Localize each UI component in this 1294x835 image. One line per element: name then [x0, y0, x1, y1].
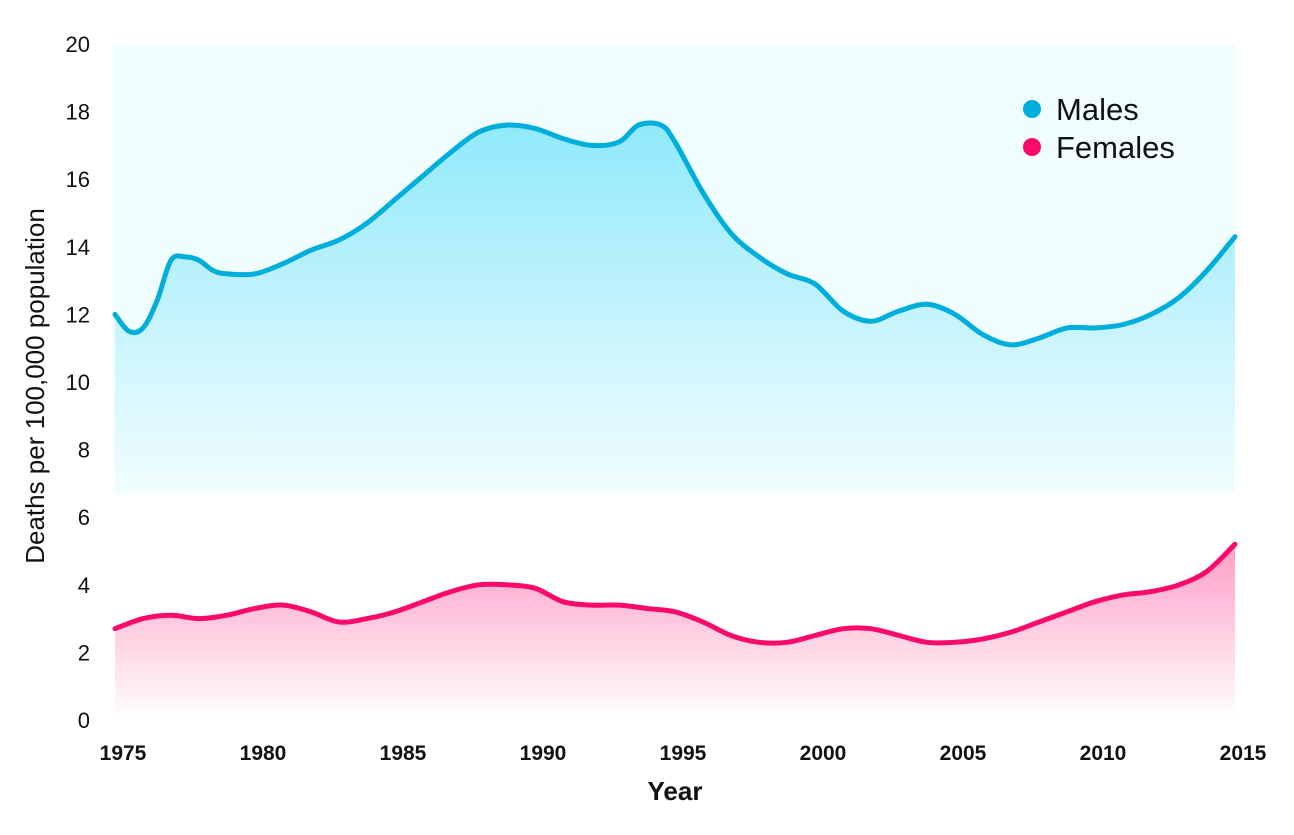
y-tick-label: 8 [78, 438, 90, 463]
males-line [112, 120, 1238, 348]
series-layer [112, 120, 1238, 720]
x-tick-label: 2005 [940, 742, 987, 765]
y-tick-label: 2 [78, 640, 90, 665]
legend: Males Females [1023, 92, 1175, 165]
females-area [115, 544, 1235, 720]
x-tick-label: 1975 [100, 742, 147, 765]
males-area [115, 123, 1235, 494]
y-axis-title: Deaths per 100,000 population [20, 208, 50, 564]
x-tick-label: 2010 [1080, 742, 1127, 765]
x-tick-label: 1985 [380, 742, 427, 765]
x-tick-label: 1990 [520, 742, 567, 765]
y-tick-label: 20 [66, 32, 90, 57]
x-axis-ticks: 1975 1980 1985 1990 1995 2000 2005 2010 2015 [100, 742, 1267, 765]
y-tick-label: 16 [66, 167, 90, 192]
y-tick-label: 6 [78, 505, 90, 530]
legend-label-males: Males [1056, 92, 1139, 127]
x-axis-title: Year [648, 776, 703, 806]
y-tick-label: 12 [66, 302, 90, 327]
x-tick-label: 2015 [1220, 742, 1267, 765]
x-tick-label: 1995 [660, 742, 707, 765]
females-line [112, 541, 1238, 646]
y-tick-label: 18 [66, 100, 90, 125]
y-tick-label: 10 [66, 370, 90, 395]
legend-marker-males [1023, 100, 1041, 118]
y-tick-label: 14 [66, 235, 90, 260]
y-axis-ticks: 0 2 4 6 8 10 12 14 16 18 20 [66, 32, 90, 733]
y-tick-label: 4 [78, 573, 90, 598]
x-tick-label: 1980 [240, 742, 287, 765]
legend-label-females: Females [1056, 130, 1175, 165]
legend-marker-females [1023, 138, 1041, 156]
x-tick-label: 2000 [800, 742, 847, 765]
y-tick-label: 0 [78, 708, 90, 733]
